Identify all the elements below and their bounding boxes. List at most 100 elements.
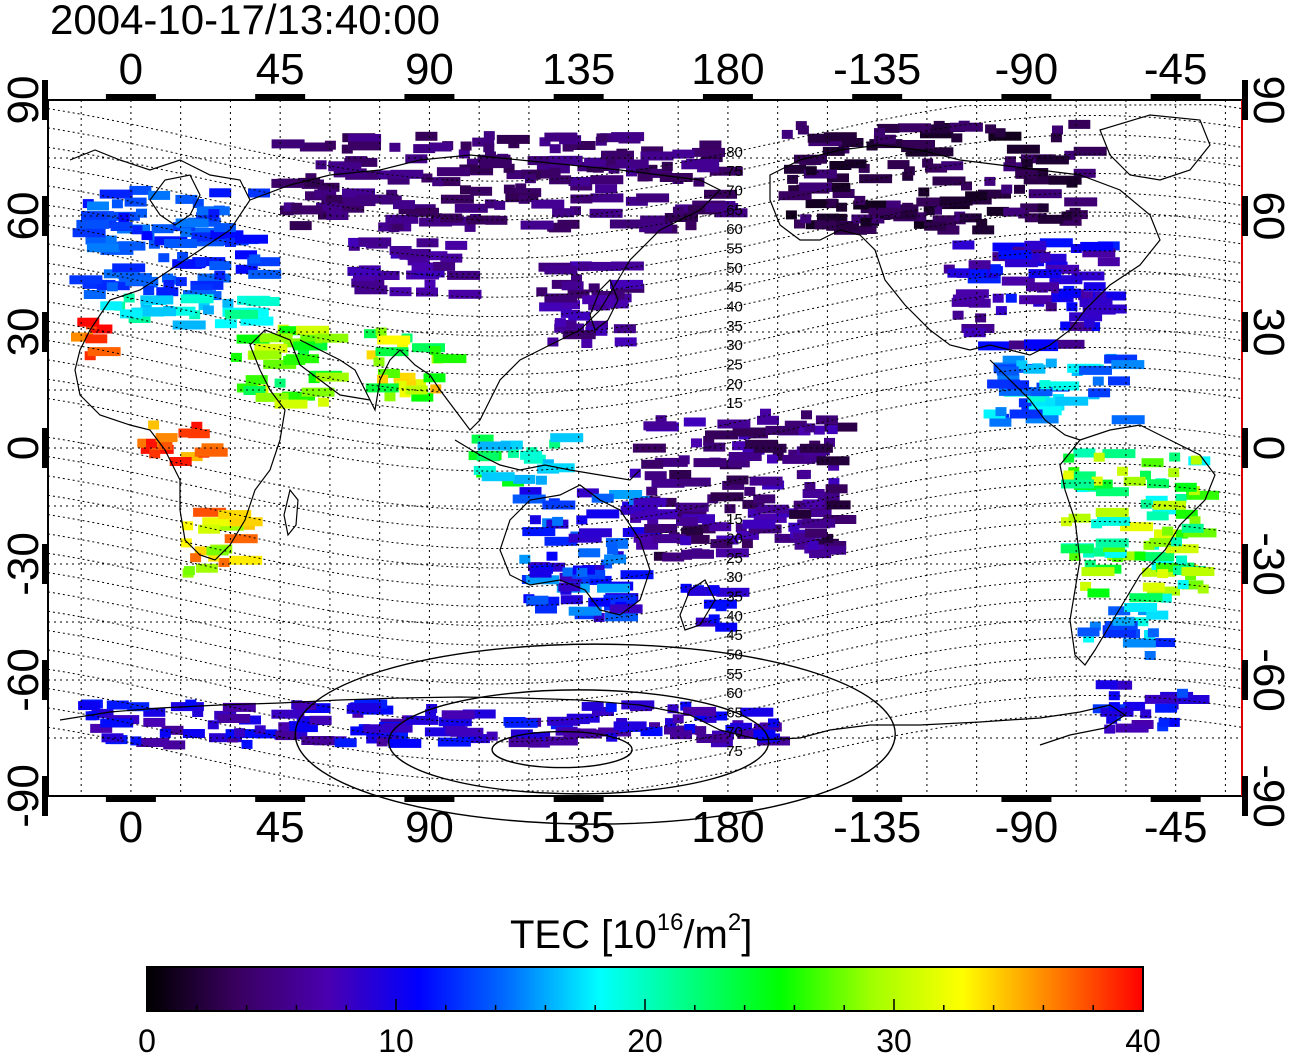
tec-cell-canada-alaska	[817, 182, 851, 192]
tec-cell-canada-alaska	[853, 200, 887, 210]
tec-cell-pacific	[757, 415, 779, 425]
tec-cell-siberia	[459, 164, 493, 174]
tec-cell-canada-alaska	[1024, 213, 1047, 223]
tec-cell-australia	[609, 604, 643, 614]
tec-cell-europe	[141, 231, 153, 241]
tec-cell-siberia	[549, 168, 561, 178]
tec-cell-south-america	[1169, 452, 1181, 462]
tec-cell-north-america	[952, 294, 975, 304]
coastlines	[59, 114, 1216, 746]
magnetic-latitude-label: 20	[726, 530, 743, 547]
tec-cell-europe	[148, 190, 171, 200]
tec-cell-patagonia	[1142, 638, 1176, 648]
tec-cell-antarctica	[275, 731, 298, 741]
tec-cell-pacific	[710, 492, 744, 502]
tec-cell-canada-alaska	[826, 198, 838, 208]
tec-cell-siberia	[506, 170, 529, 180]
tec-cell-canada-alaska	[1014, 184, 1025, 194]
magnetic-latitude-label: 60	[726, 221, 743, 238]
tec-cell-europe	[213, 223, 236, 233]
tec-cell-europe	[85, 235, 108, 245]
tec-cell-australia	[607, 545, 619, 555]
coast-new-zealand	[679, 579, 716, 631]
tec-cell-canada-alaska	[1015, 169, 1038, 179]
tec-cell-antarctica	[581, 701, 604, 711]
tec-cell-siberia	[299, 142, 333, 152]
tec-cell-australia	[597, 583, 630, 593]
tec-cell-pacific	[644, 524, 678, 533]
tec-cell-north-america	[1083, 319, 1095, 329]
tec-cell-antarctica	[294, 701, 317, 710]
tec-cell-south-america	[1095, 487, 1129, 497]
tec-cell-antarctica	[664, 725, 697, 735]
tec-cell-pacific	[715, 548, 749, 558]
tec-cell-europe	[191, 232, 225, 242]
tec-cell-middle-east	[296, 325, 330, 335]
tec-cell-pacific	[727, 458, 750, 468]
tec-cell-canada-alaska	[787, 174, 799, 184]
tec-cell-mediterranean	[222, 298, 234, 308]
tec-cell-central-asia	[389, 287, 412, 297]
tec-cell-canada-alaska	[920, 124, 954, 134]
tec-cell-pacific	[680, 536, 692, 546]
tec-cell-patagonia	[1089, 621, 1101, 631]
tec-cell-south-america	[1183, 528, 1217, 538]
tec-cell-pacific	[749, 476, 783, 486]
tec-cell-north-america	[1087, 300, 1099, 310]
tec-cell-pacific	[809, 508, 832, 517]
tec-cell-siberia	[440, 213, 463, 223]
tec-cell-south-america	[1073, 471, 1096, 481]
tec-cell-east-asia	[581, 339, 593, 348]
tec-cell-north-america	[1026, 282, 1059, 292]
tec-cell-siberia	[549, 175, 572, 185]
tec-cell-siberia	[413, 144, 436, 154]
tec-cell-middle-east	[285, 354, 319, 364]
tec-cell-siberia	[271, 139, 305, 149]
tec-cell-east-asia	[586, 320, 608, 330]
tec-cell-pacific	[643, 421, 677, 431]
tec-cell-central-asia	[358, 237, 392, 247]
tec-cell-siberia	[714, 208, 748, 218]
tec-cell-pacific	[651, 478, 685, 488]
tec-cell-india	[429, 346, 441, 355]
tec-cell-africa-south	[224, 534, 258, 544]
tec-cell-mediterranean	[173, 306, 196, 316]
tec-cell-pacific	[677, 477, 711, 487]
tec-cell-iberia-coast	[77, 317, 100, 327]
tec-cell-indonesia	[481, 472, 515, 482]
tec-cell-north-america	[989, 264, 1001, 274]
tec-cell-canada-alaska	[972, 225, 995, 235]
tec-cell-europe	[99, 189, 133, 199]
tec-cell-antarctica	[696, 734, 730, 743]
tec-cell-antarctica	[101, 733, 124, 743]
tec-cell-south-america	[1197, 584, 1209, 594]
tec-cell-north-america	[947, 268, 970, 278]
tec-cell-antarctica	[425, 709, 437, 719]
tec-cell-new-zealand	[695, 617, 718, 627]
tec-cell-europe	[195, 258, 207, 268]
tec-cell-india	[433, 354, 467, 364]
tec-cell-australia	[576, 515, 588, 525]
tec-cell-pacific	[802, 499, 825, 509]
tec-cell-middle-east	[300, 334, 323, 344]
tec-cell-antarctica	[705, 713, 717, 723]
tec-cell-south-america	[1143, 540, 1155, 550]
tec-cell-east-asia	[614, 337, 637, 347]
tec-cell-australia	[568, 533, 602, 543]
right-latitude-tick: 90	[1244, 76, 1292, 125]
tec-cell-antarctic-peninsula	[1140, 709, 1152, 719]
tec-cell-south-america	[1134, 551, 1146, 561]
tec-cell-central-america	[1002, 355, 1025, 365]
tec-cell-antarctic-peninsula	[1155, 703, 1178, 713]
tec-cell-antarctica	[136, 738, 170, 747]
tec-cell-siberia	[704, 189, 737, 199]
tec-cell-north-america	[1071, 271, 1105, 281]
top-longitude-tick: 180	[691, 45, 764, 94]
tec-cell-middle-east	[254, 343, 288, 353]
tec-cell-antarctica	[753, 729, 776, 739]
tec-cell-siberia	[520, 220, 554, 230]
tec-cell-pacific	[802, 518, 836, 528]
coast-asia	[249, 154, 722, 431]
left-latitude-tick: -90	[0, 764, 48, 828]
tec-cell-canada-alaska	[978, 189, 1011, 199]
